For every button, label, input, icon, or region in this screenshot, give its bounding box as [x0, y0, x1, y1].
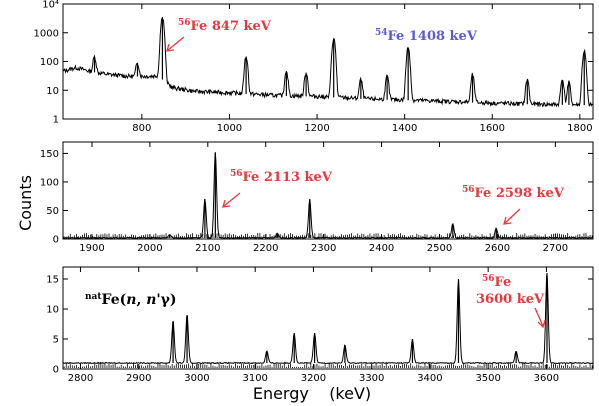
y-tick-label: 5 — [53, 335, 59, 346]
x-tick-label: 2000 — [137, 243, 162, 254]
x-tick-label: 1600 — [480, 123, 505, 134]
x-tick-label: 3100 — [242, 373, 267, 384]
x-tick-label: 3500 — [475, 373, 500, 384]
y-axis-label: Counts — [16, 175, 35, 231]
x-tick-label: 1900 — [79, 243, 104, 254]
spectrum-trace — [62, 275, 594, 365]
y-tick-label: 0 — [53, 235, 59, 246]
annotation-fe56-2598: 56Fe 2598 keV — [462, 185, 565, 201]
x-tick-label: 2500 — [427, 243, 452, 254]
annotation-fe56-2113: 56Fe 2113 keV — [230, 169, 333, 185]
x-tick-label: 1800 — [567, 123, 592, 134]
x-tick-label: 2900 — [126, 373, 151, 384]
y-tick-label: 0 — [53, 365, 59, 376]
x-tick-label: 1400 — [392, 123, 417, 134]
arrow-3600-head — [537, 319, 546, 329]
x-tick-label: 2300 — [311, 243, 336, 254]
arrow-2113 — [223, 192, 241, 207]
x-tick-label: 2200 — [253, 243, 278, 254]
annotation-fe56-3600: 56Fe — [482, 274, 511, 290]
panel-frame — [62, 3, 594, 120]
arrow-3600 — [534, 307, 544, 327]
y-tick-label: 1000 — [34, 28, 59, 39]
x-axis-label: Energy (keV) — [253, 384, 371, 403]
arrow-847-head — [166, 43, 175, 52]
x-tick-label: 3400 — [417, 373, 442, 384]
spectrum-trace — [62, 18, 593, 108]
x-tick-label: 3000 — [184, 373, 209, 384]
x-tick-label: 2400 — [369, 243, 394, 254]
y-tick-label: 50 — [46, 206, 59, 217]
x-tick-label: 2100 — [195, 243, 220, 254]
x-tick-label: 800 — [132, 123, 151, 134]
annotation-natfe-reaction: natFe(n, n'γ) — [85, 292, 177, 308]
y-tick-label: 100 — [40, 177, 59, 188]
y-tick-label: 10 — [46, 305, 59, 316]
panel-1: 800 1000 1200 1400 1600 1800 1 10 100 1000 10⁴ — [34, 0, 594, 134]
arrow-2598-head — [503, 216, 512, 225]
arrow-2113-head — [222, 199, 231, 208]
y-tick-label: 150 — [40, 149, 59, 160]
panel-2: 1900 2000 2100 2200 2300 2400 2500 2600 2700 0 50 1… — [40, 141, 594, 254]
panel-frame — [62, 141, 594, 240]
annotation-fe54-1408: 54Fe 1408 keV — [375, 28, 478, 44]
y-tick-label: 100 — [40, 57, 59, 68]
x-tick-label: 2700 — [543, 243, 568, 254]
x-tick-label: 3300 — [359, 373, 384, 384]
arrow-2598 — [504, 208, 521, 224]
panel-3: 2800 2900 3000 3100 3200 3300 3400 3500 3600 0 5 10… — [46, 266, 594, 384]
x-tick-label: 2600 — [485, 243, 510, 254]
x-tick-label: 3200 — [301, 373, 326, 384]
x-tick-label: 3600 — [534, 373, 559, 384]
y-tick-label: 10 — [46, 86, 59, 97]
x-tick-label: 2800 — [68, 373, 93, 384]
y-tick-label: 15 — [46, 275, 59, 286]
annotation-fe56-847: 56Fe 847 keV — [178, 18, 272, 34]
x-tick-label: 1200 — [304, 123, 329, 134]
y-tick-label: 10⁴ — [42, 0, 59, 11]
y-tick-label: 1 — [53, 115, 59, 126]
arrow-847 — [167, 36, 185, 51]
x-tick-label: 1000 — [217, 123, 242, 134]
panel-frame — [62, 266, 594, 370]
annotation-fe56-3600-energy: 3600 keV — [476, 292, 545, 307]
